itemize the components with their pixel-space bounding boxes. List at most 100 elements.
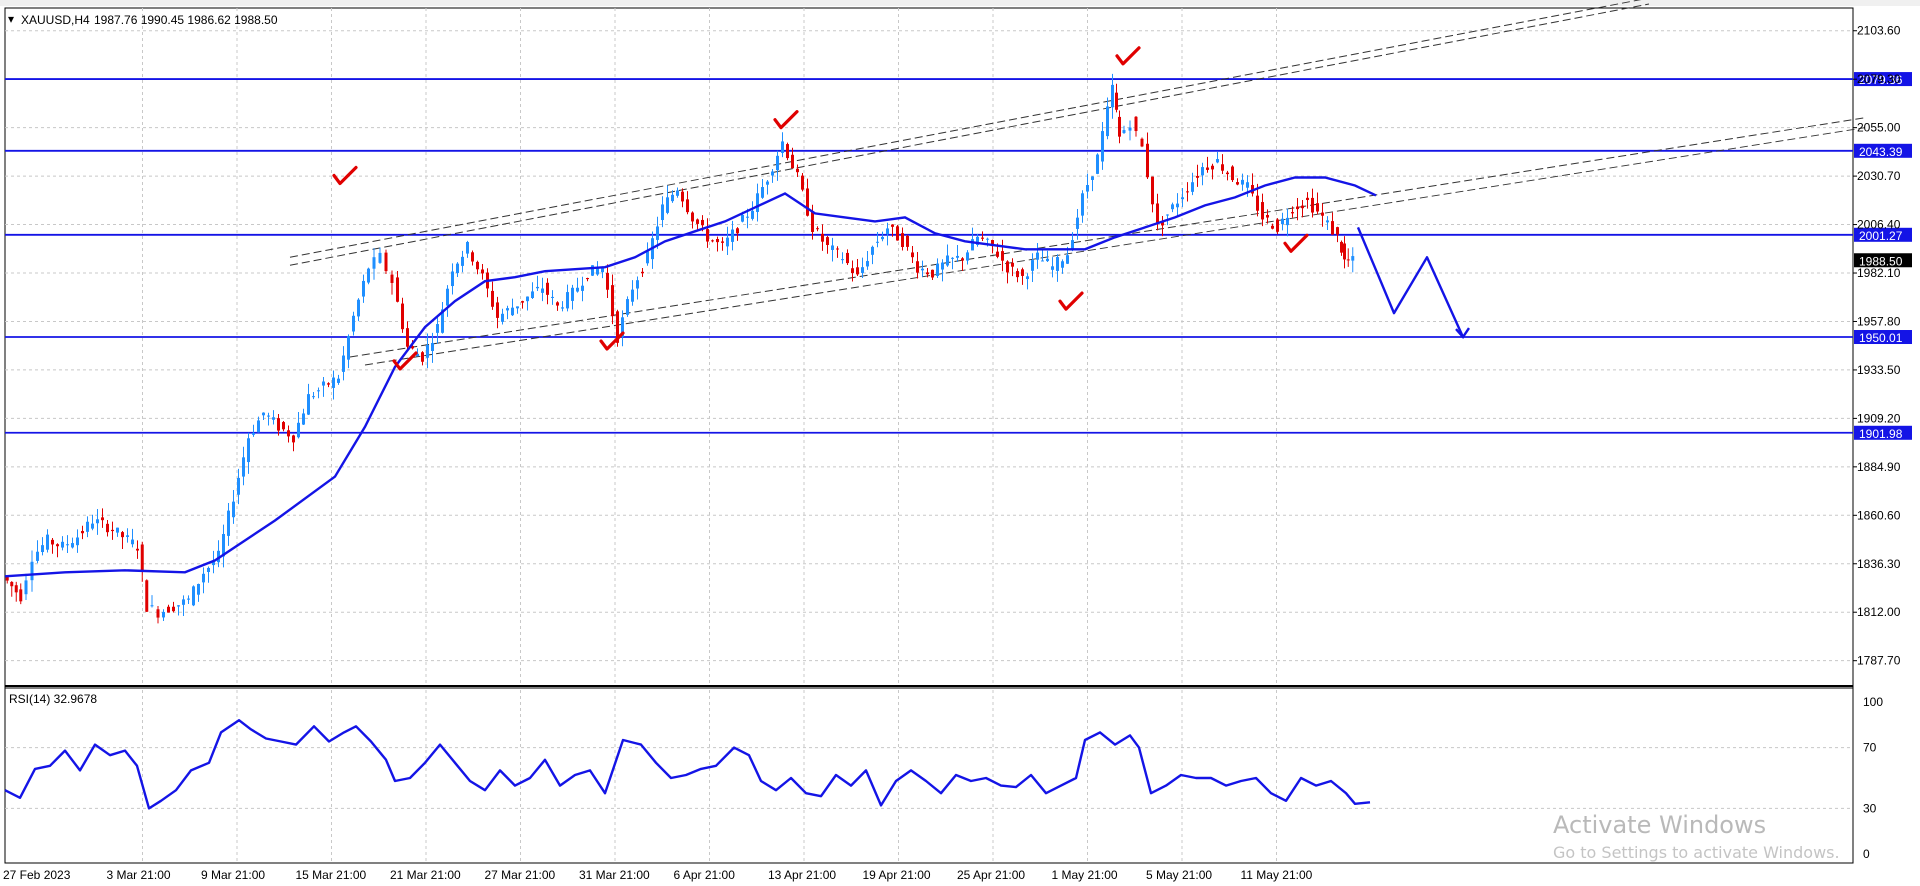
candle-body <box>896 226 899 241</box>
symbol-dropdown-icon[interactable]: ▾ <box>8 12 14 26</box>
candle-body <box>197 583 200 595</box>
candle-body <box>307 394 310 415</box>
candle-body <box>1201 167 1204 176</box>
candle-body <box>1291 212 1294 214</box>
candle-body <box>621 317 624 337</box>
candle-body <box>441 309 444 333</box>
candle-body <box>551 296 554 298</box>
candle-body <box>566 292 569 309</box>
candle-body <box>1006 261 1009 273</box>
candle-body <box>986 238 989 240</box>
candle-body <box>401 303 404 330</box>
candle-body <box>526 296 529 302</box>
candle-body <box>1140 138 1144 147</box>
candle-body <box>1171 204 1174 210</box>
candle-body <box>121 532 124 538</box>
candle-body <box>456 263 459 274</box>
level-tag-label: 2079.36 <box>1859 73 1903 87</box>
candle-body <box>1096 154 1099 174</box>
candle-body <box>1316 203 1319 212</box>
level-tag <box>1854 425 1912 440</box>
candle-body <box>716 239 719 243</box>
time-tick-label: 25 Apr 21:00 <box>957 868 1025 882</box>
candle-body <box>426 344 429 358</box>
candle-body <box>1051 266 1054 270</box>
candle-body <box>187 598 190 600</box>
candle-body <box>581 285 584 291</box>
trend-channel[interactable] <box>289 0 1866 366</box>
candle-body <box>1216 159 1219 163</box>
check-marks[interactable] <box>332 46 1309 371</box>
candle-body <box>1021 269 1024 276</box>
candle-body <box>636 280 639 289</box>
candle-body <box>936 263 939 276</box>
forecast-drawing[interactable] <box>1356 226 1470 339</box>
candle-body <box>491 290 494 307</box>
time-axis[interactable]: 27 Feb 2023 3 Mar 21:00 9 Mar 21:00 15 Mar … <box>3 868 1313 882</box>
candle-body <box>162 611 165 618</box>
time-tick-label: 5 May 21:00 <box>1146 868 1212 882</box>
candle-body <box>1086 185 1089 192</box>
candle-body <box>1306 197 1309 201</box>
candle-body <box>506 308 509 311</box>
candle-body <box>911 252 914 258</box>
candle-body <box>876 241 879 243</box>
price-axis[interactable]: 2103.60 2079.30 2055.00 2030.70 2006.40 1982.… <box>1853 24 1912 668</box>
candle-body <box>384 252 388 272</box>
price-tick-label: 2055.00 <box>1857 121 1901 135</box>
level-tag <box>1854 72 1912 87</box>
candle-body <box>866 261 869 267</box>
candle-body <box>86 521 89 532</box>
candle-body <box>926 272 929 275</box>
candle-body <box>461 256 464 266</box>
level-tag <box>1854 143 1912 158</box>
candle-body <box>851 268 854 273</box>
candle-body <box>222 534 225 557</box>
candle-body <box>996 251 999 257</box>
rsi-series-line <box>4 719 1371 810</box>
candle-body <box>272 417 275 420</box>
moving-average <box>4 176 1377 578</box>
candle-body <box>501 313 504 322</box>
candle-body <box>796 168 799 173</box>
rsi-title: RSI(14) 32.9678 <box>9 692 97 706</box>
candle-body <box>66 544 69 546</box>
candle-body <box>396 277 399 302</box>
candle-body <box>1271 225 1274 229</box>
level-tag <box>1854 330 1912 345</box>
candle-body <box>536 286 539 289</box>
candle-body <box>656 226 659 240</box>
candle-body <box>1261 202 1264 220</box>
candle-body <box>736 228 739 234</box>
candle-body <box>411 345 414 349</box>
channel-line <box>364 127 1866 366</box>
horizontal-levels[interactable]: 2079.36 2043.39 2001.27 1950.01 1901.98 <box>5 72 1912 441</box>
time-tick-label: 6 Apr 21:00 <box>674 868 736 882</box>
candle-body <box>1166 214 1169 216</box>
candle-body <box>931 269 934 278</box>
candle-body <box>726 237 729 247</box>
candle-body <box>596 268 599 275</box>
candle-body <box>1231 166 1234 181</box>
candle-body <box>861 267 864 273</box>
candle-body <box>232 501 235 518</box>
candle-body <box>302 413 305 425</box>
price-tick-label: 2006.40 <box>1857 218 1901 232</box>
candle-body <box>317 390 320 392</box>
candle-body <box>586 278 589 280</box>
candle-body <box>766 181 769 185</box>
candle-body <box>41 545 44 553</box>
candle-body <box>836 248 839 250</box>
candle-body <box>786 144 789 159</box>
time-tick-label: 1 May 21:00 <box>1052 868 1118 882</box>
candle-body <box>1066 255 1069 264</box>
candle-body <box>751 210 754 219</box>
time-tick-label: 9 Mar 21:00 <box>201 868 265 882</box>
candle-body <box>136 548 139 551</box>
candle-body <box>1115 92 1118 110</box>
candle-body <box>362 280 365 297</box>
candle-body <box>1351 256 1355 261</box>
price-tick-label: 1957.80 <box>1857 314 1901 328</box>
candle-body <box>406 328 409 347</box>
